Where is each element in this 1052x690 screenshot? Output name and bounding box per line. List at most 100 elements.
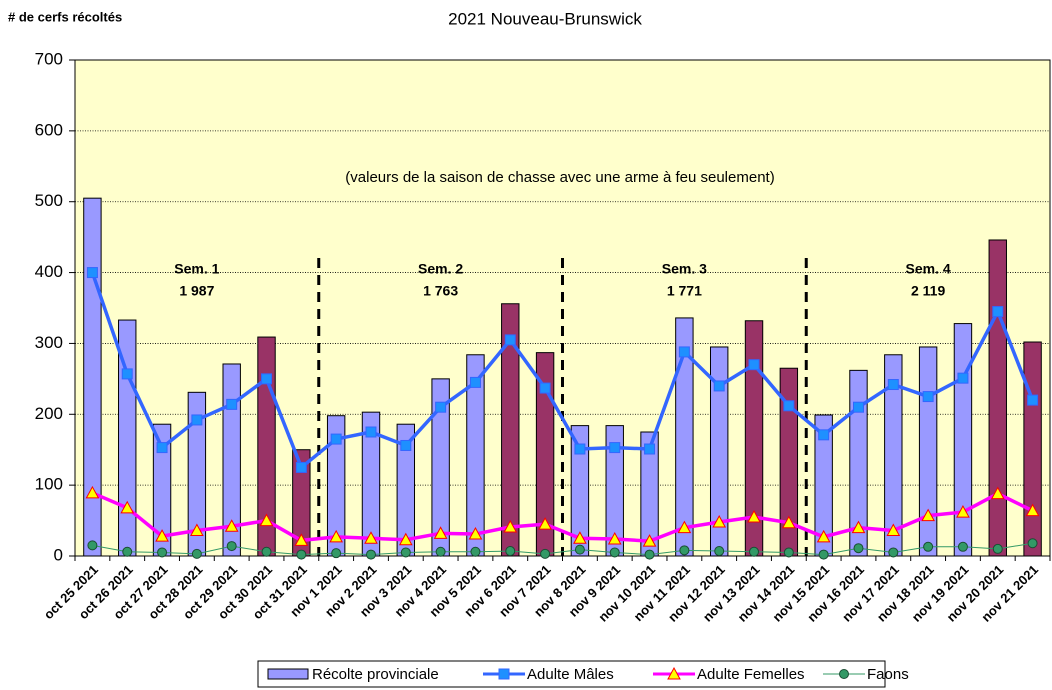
marker bbox=[644, 549, 655, 560]
legend-label: Adulte Mâles bbox=[527, 666, 614, 683]
y-tick-label: 0 bbox=[54, 545, 63, 564]
marker bbox=[329, 529, 344, 543]
marker bbox=[157, 547, 168, 558]
marker bbox=[85, 485, 100, 499]
marker bbox=[1027, 538, 1038, 549]
marker bbox=[677, 520, 692, 534]
legend-marker bbox=[498, 668, 510, 680]
marker bbox=[574, 544, 585, 555]
marker bbox=[538, 517, 552, 530]
marker bbox=[607, 531, 622, 545]
week-label: Sem. 2 bbox=[418, 261, 463, 277]
y-tick-label: 200 bbox=[35, 404, 63, 423]
marker bbox=[990, 486, 1005, 500]
marker bbox=[295, 461, 307, 473]
bar bbox=[222, 363, 241, 557]
marker bbox=[922, 391, 934, 403]
marker bbox=[121, 368, 133, 380]
marker bbox=[294, 533, 309, 546]
y-tick-label: 100 bbox=[35, 475, 63, 494]
y-tick-label: 600 bbox=[35, 120, 63, 139]
bar bbox=[570, 425, 590, 557]
marker bbox=[609, 547, 620, 558]
week-total: 1 987 bbox=[179, 283, 214, 299]
marker bbox=[747, 509, 761, 523]
marker bbox=[398, 532, 413, 546]
marker bbox=[748, 359, 760, 371]
week-total: 2 119 bbox=[911, 283, 945, 299]
marker bbox=[224, 519, 239, 532]
marker bbox=[261, 546, 272, 557]
marker bbox=[191, 548, 202, 559]
marker bbox=[888, 547, 899, 558]
week-label: Sem. 3 bbox=[662, 261, 707, 277]
marker bbox=[1025, 503, 1040, 517]
marker bbox=[956, 505, 970, 518]
marker bbox=[261, 373, 273, 385]
marker bbox=[296, 549, 307, 560]
legend-label: Récolte provinciale bbox=[312, 666, 439, 683]
marker bbox=[712, 514, 727, 528]
bar bbox=[1023, 341, 1042, 557]
y-tick-label: 700 bbox=[35, 49, 63, 68]
marker bbox=[433, 526, 448, 539]
marker bbox=[957, 372, 969, 384]
marker bbox=[923, 541, 934, 552]
marker bbox=[921, 508, 935, 522]
marker bbox=[851, 520, 866, 534]
legend-swatch bbox=[267, 668, 309, 680]
chart-title: 2021 Nouveau-Brunswick bbox=[448, 9, 642, 28]
bar bbox=[988, 239, 1007, 557]
marker bbox=[504, 334, 516, 346]
marker bbox=[781, 515, 796, 529]
marker bbox=[470, 546, 481, 557]
bar bbox=[675, 317, 694, 557]
marker bbox=[400, 439, 412, 451]
marker bbox=[468, 526, 483, 540]
marker bbox=[155, 529, 169, 542]
marker bbox=[749, 546, 760, 557]
bar bbox=[918, 346, 938, 557]
marker bbox=[191, 414, 203, 426]
annotation: (valeurs de la saison de chasse avec une… bbox=[345, 169, 774, 186]
marker bbox=[886, 523, 901, 536]
line bbox=[92, 542, 1033, 556]
marker bbox=[992, 543, 1003, 554]
marker bbox=[226, 398, 238, 410]
marker bbox=[226, 541, 237, 552]
marker bbox=[1027, 394, 1039, 406]
week-label: Sem. 4 bbox=[906, 261, 951, 277]
marker bbox=[122, 546, 133, 557]
bar bbox=[953, 323, 973, 557]
marker bbox=[852, 401, 864, 413]
marker bbox=[86, 267, 98, 279]
legend-marker bbox=[839, 669, 849, 679]
marker bbox=[503, 519, 518, 533]
marker bbox=[783, 547, 794, 558]
marker bbox=[714, 546, 725, 557]
legend-label: Faons bbox=[867, 666, 909, 683]
marker bbox=[156, 442, 168, 454]
marker bbox=[609, 442, 621, 454]
marker bbox=[365, 549, 376, 560]
marker bbox=[644, 443, 656, 455]
marker bbox=[957, 541, 968, 552]
legend-box bbox=[257, 660, 886, 688]
marker bbox=[331, 548, 342, 559]
line bbox=[90, 272, 1035, 471]
marker bbox=[259, 513, 274, 527]
marker bbox=[574, 443, 586, 455]
marker bbox=[642, 534, 657, 547]
marker bbox=[540, 548, 551, 559]
marker bbox=[679, 545, 690, 556]
marker bbox=[783, 400, 795, 412]
marker bbox=[364, 531, 378, 544]
y-tick-label: 300 bbox=[35, 333, 63, 352]
y-axis-label: # de cerfs récoltés bbox=[8, 9, 122, 24]
marker bbox=[330, 433, 342, 445]
bar bbox=[849, 369, 868, 557]
marker bbox=[365, 426, 377, 438]
marker bbox=[992, 306, 1004, 318]
marker bbox=[816, 529, 831, 543]
